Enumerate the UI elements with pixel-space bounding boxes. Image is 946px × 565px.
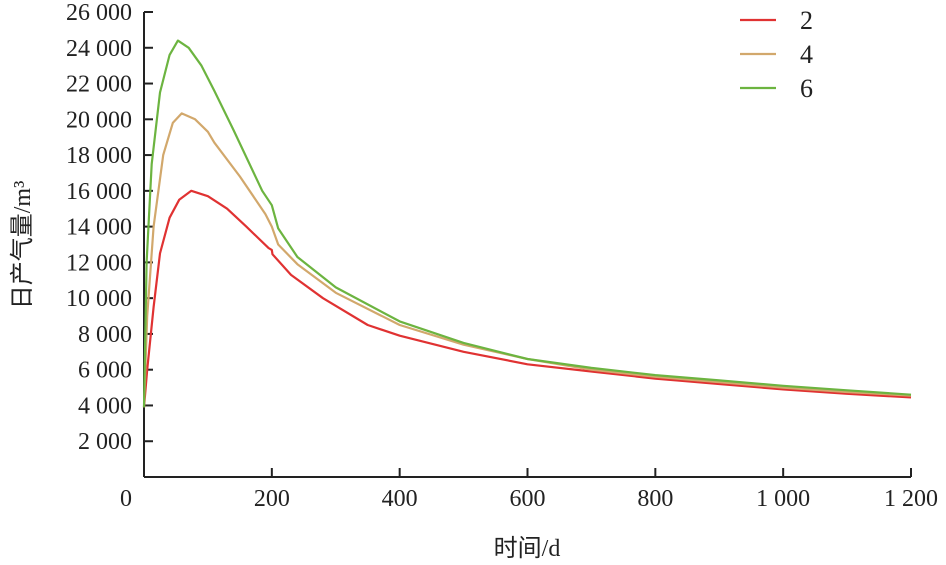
x-tick-label: 1 200 — [884, 486, 938, 512]
x-tick-label: 200 — [254, 486, 290, 512]
y-tick-label: 16 000 — [66, 179, 132, 205]
x-tick-label: 800 — [637, 486, 673, 512]
series-line-2 — [142, 189, 912, 408]
axes: 0 200 400 600 800 1 000 1 200 2 000 4 000 6 000 8 … — [66, 0, 938, 512]
x-tick-label: 1 000 — [756, 486, 810, 512]
y-tick-label: 22 000 — [66, 72, 132, 98]
y-tick-label: 12 000 — [66, 250, 132, 276]
legend-label-6: 6 — [800, 74, 813, 103]
x-tick-label: 600 — [510, 486, 546, 512]
y-tick-label: 2 000 — [78, 429, 132, 455]
legend-label-2: 2 — [800, 6, 813, 35]
y-tick-label: 18 000 — [66, 143, 132, 169]
y-tick-label: 10 000 — [66, 286, 132, 312]
x-tick-label: 400 — [382, 486, 418, 512]
y-tick-label: 8 000 — [78, 322, 132, 348]
legend: 2 4 6 — [740, 6, 813, 103]
x-axis-label: 时间/d — [494, 535, 561, 562]
y-tick-label: 4 000 — [78, 393, 132, 419]
y-tick-label: 26 000 — [66, 0, 132, 26]
y-tick-label: 14 000 — [66, 215, 132, 241]
y-axis-label: 日产气量/m³ — [9, 181, 36, 310]
x-tick-label: 0 — [120, 486, 132, 512]
y-tick-label: 6 000 — [78, 358, 132, 384]
y-tick-label: 24 000 — [66, 36, 132, 62]
y-tick-label: 20 000 — [66, 107, 132, 133]
series-line-6 — [142, 39, 912, 408]
series-line-4 — [142, 112, 912, 408]
legend-label-4: 4 — [800, 40, 813, 69]
series-lines — [142, 39, 912, 408]
